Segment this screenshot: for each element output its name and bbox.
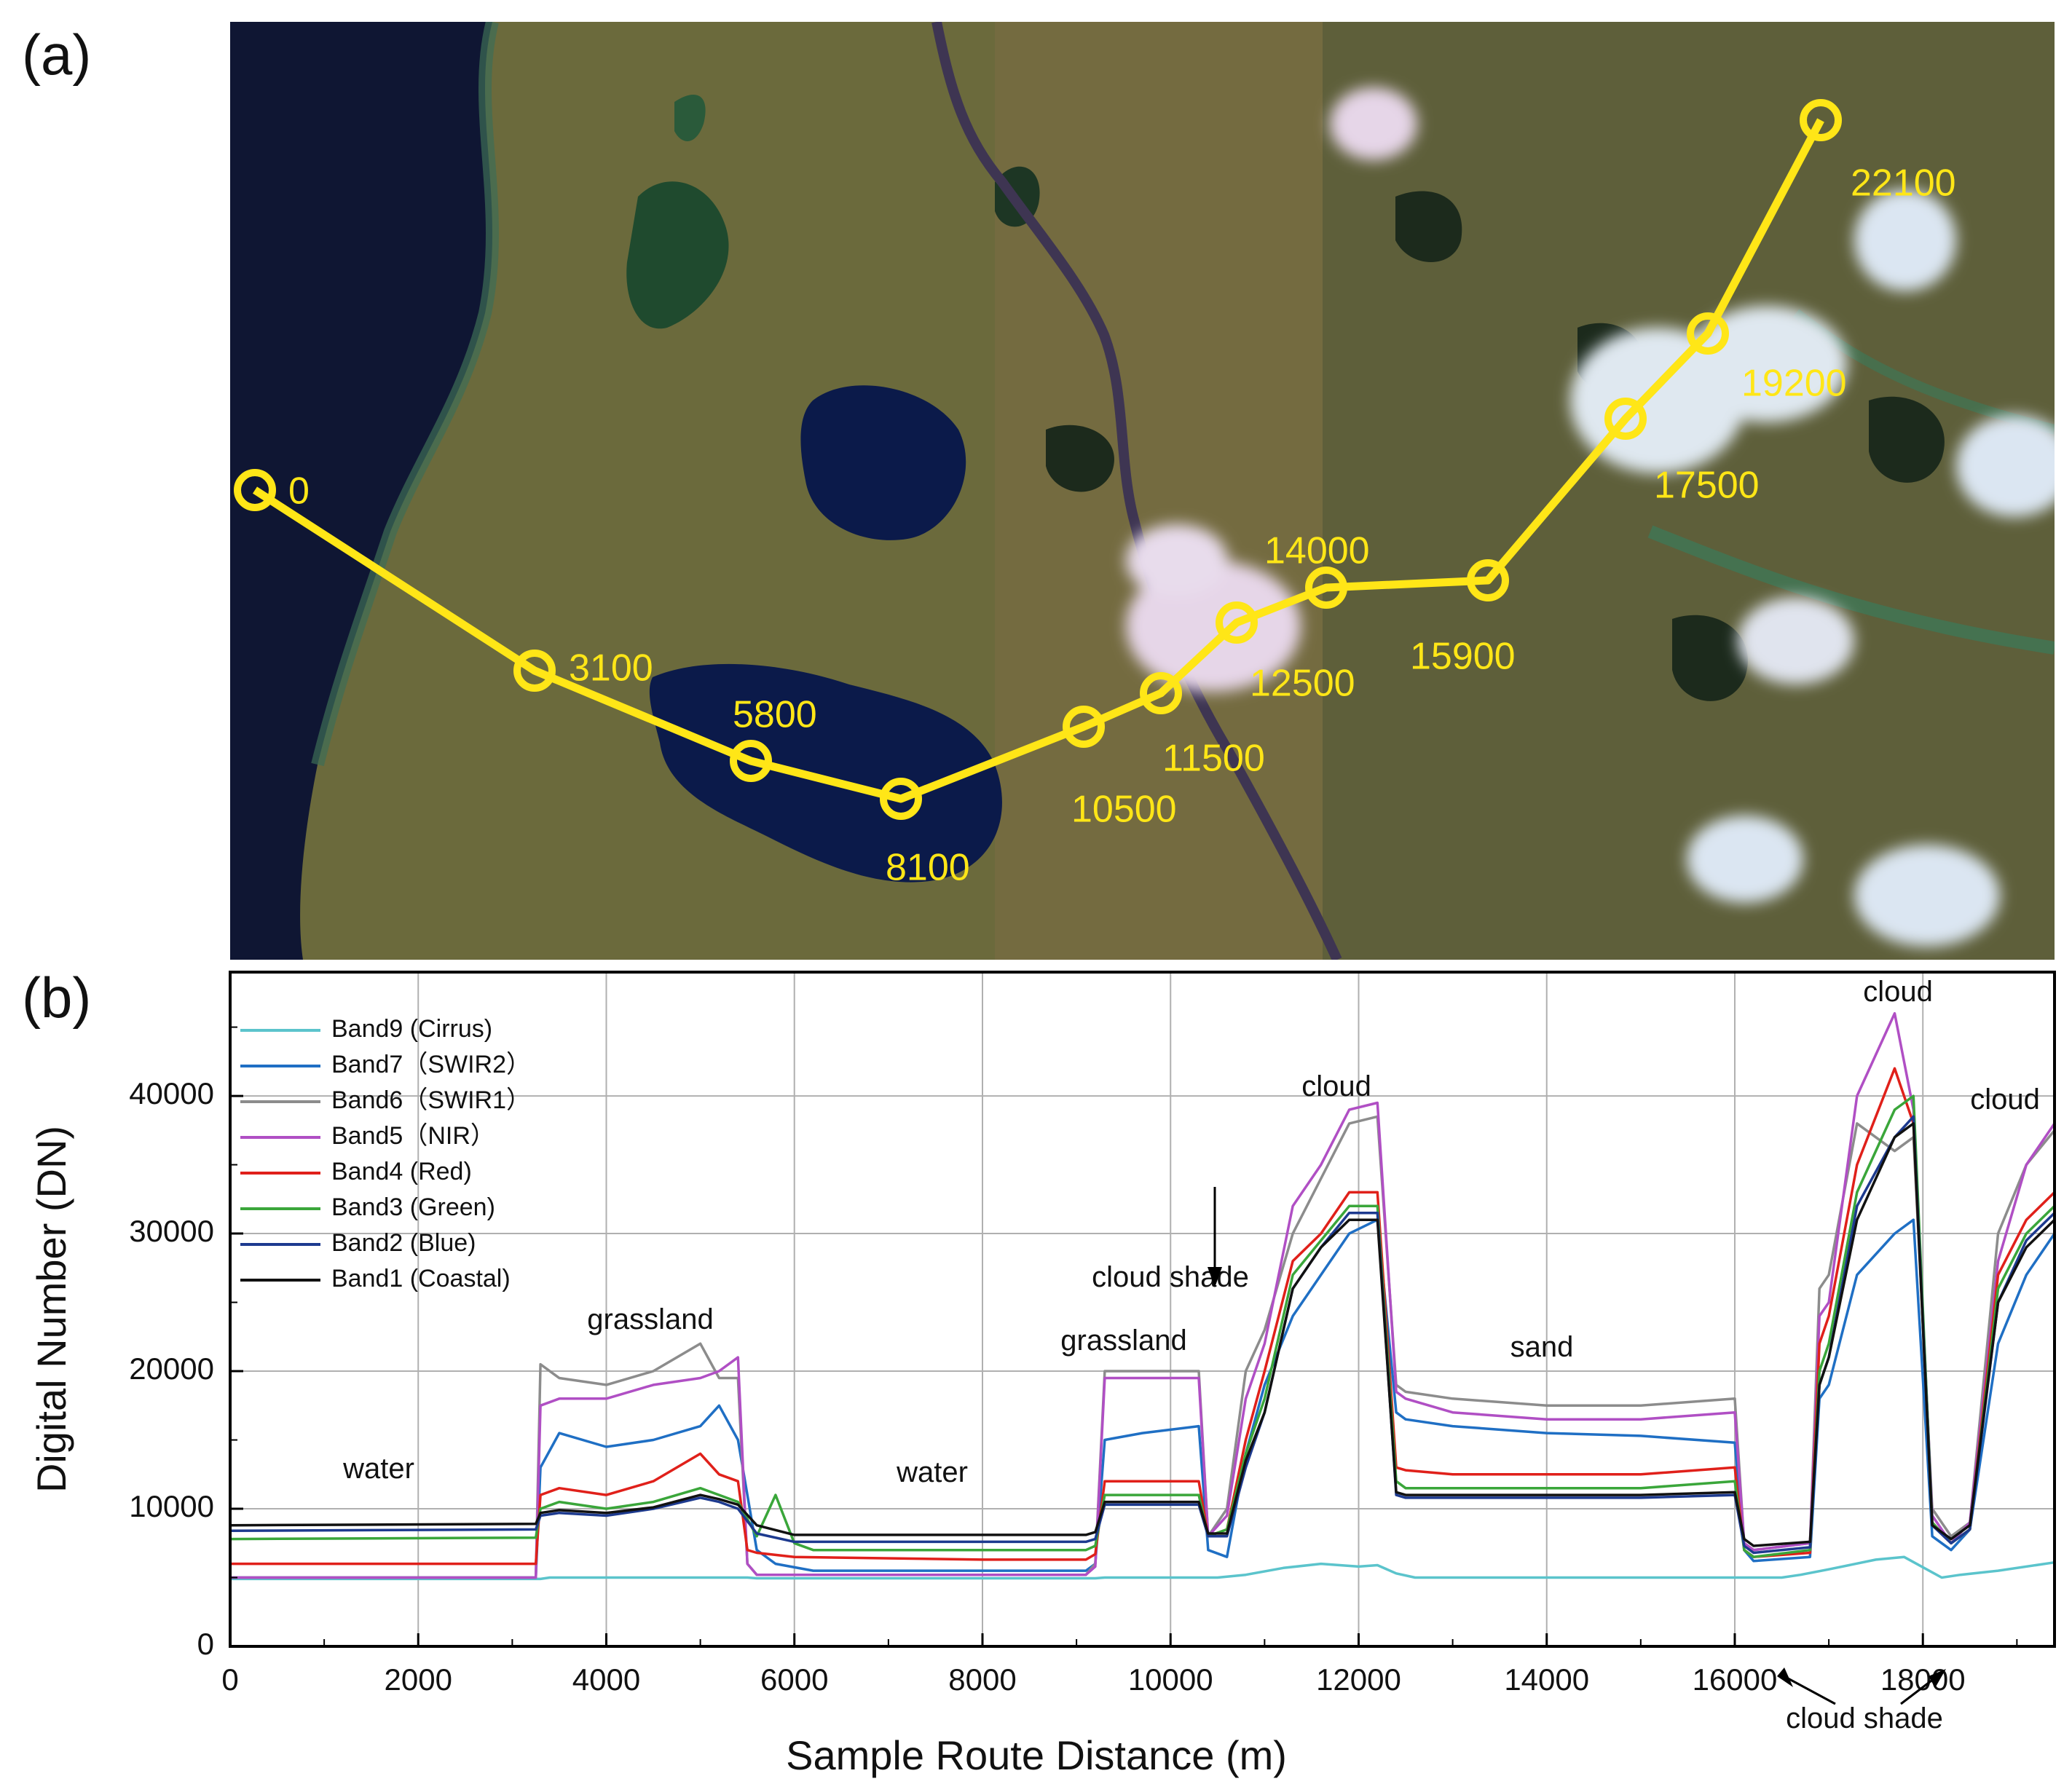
series-line: [230, 1115, 2056, 1579]
x-tick-label: 10000: [1128, 1662, 1213, 1697]
annotation-label: cloud: [1970, 1084, 2040, 1116]
chart-lines: [229, 1011, 2056, 1581]
arrowhead-cloud-shade-2: [1777, 1667, 1793, 1687]
y-tick-label: 0: [197, 1627, 214, 1661]
map-image: 0 3100 5800 8100 10500 11500 12500 14000 15900 17…: [230, 22, 2055, 960]
route-point-marker: [880, 778, 922, 820]
annotation-label: cloud shade: [1786, 1702, 1943, 1734]
annotations: water grassland water grassland cloud shade c…: [342, 976, 2040, 1734]
legend-label: Band9 (Cirrus): [331, 1015, 492, 1043]
line-chart: 0 2000 4000 6000 8000 10000 12000 14000 16000 180…: [28, 971, 2056, 1778]
x-tick-label: 8000: [948, 1662, 1016, 1697]
arrow-cloud-shade-2: [1787, 1677, 1836, 1705]
annotation-label: cloud: [1301, 1070, 1371, 1102]
plot-frame: [229, 971, 2056, 1648]
route-distance-label: 8100: [886, 847, 970, 889]
series-line: [230, 1555, 2055, 1581]
y-tick-label: 30000: [129, 1214, 214, 1248]
route-point-marker: [730, 740, 772, 782]
x-axis-label: Sample Route Distance (m): [786, 1732, 1287, 1778]
route-point-marker: [234, 469, 276, 511]
route-distance-label: 3100: [569, 647, 653, 690]
annotation-label: grassland: [1060, 1325, 1186, 1357]
route-distance-label: 14000: [1264, 530, 1370, 572]
route-point-marker: [1063, 706, 1105, 748]
series-line: [230, 1067, 2056, 1566]
x-tick-label: 14000: [1504, 1662, 1589, 1697]
satellite-map: 0 3100 5800 8100 10500 11500 12500 14000 15900 17…: [230, 22, 2055, 960]
lake-lower: [649, 663, 1002, 883]
annotation-label: water: [342, 1453, 414, 1485]
x-tick-label: 18000: [1880, 1662, 1966, 1697]
route-distance-label: 11500: [1162, 738, 1265, 780]
panel-a-label: (a): [22, 23, 92, 87]
route-distance-label: 19200: [1741, 363, 1847, 405]
axis-ticks: 0 2000 4000 6000 8000 10000 12000 14000 16000 180…: [129, 1026, 2018, 1697]
water-body: [230, 22, 492, 960]
panel-b-label: (b): [22, 966, 92, 1030]
y-tick-label: 20000: [129, 1351, 214, 1386]
river: [931, 22, 1342, 960]
series-line: [230, 1011, 2056, 1579]
y-tick-label: 40000: [129, 1076, 214, 1110]
route-distance-label: 17500: [1654, 465, 1760, 507]
route-distance-label: 0: [288, 470, 310, 513]
route-distance-label: 12500: [1250, 663, 1355, 705]
legend-label: Band1 (Coastal): [331, 1265, 511, 1292]
annotation-label: sand: [1510, 1331, 1574, 1363]
legend: Band9 (Cirrus) Band7（SWIR2） Band6（SWIR1） Ba…: [240, 1015, 531, 1292]
route-distance-label: 22100: [1851, 162, 1956, 205]
route-distance-label: 5800: [733, 694, 817, 736]
route-point-marker: [1467, 559, 1509, 601]
x-tick-label: 2000: [385, 1662, 452, 1697]
annotation-arrows: [1208, 1187, 1946, 1705]
legend-label: Band4 (Red): [331, 1158, 472, 1185]
route-point-marker: [1800, 99, 1842, 141]
lake-upper: [800, 385, 966, 540]
series-line: [230, 1218, 2056, 1579]
legend-label: Band6（SWIR1）: [331, 1086, 531, 1114]
route-point-marker: [1305, 567, 1347, 609]
x-tick-label: 4000: [572, 1662, 640, 1697]
annotation-label: cloud: [1863, 976, 1933, 1008]
chart-panel: 0 2000 4000 6000 8000 10000 12000 14000 16000 180…: [0, 968, 2072, 1788]
route-point-marker: [1687, 312, 1729, 355]
route-points: [234, 99, 1842, 820]
x-tick-label: 12000: [1316, 1662, 1401, 1697]
series-line: [229, 1122, 2056, 1547]
y-axis-label: Digital Number (DN): [28, 1126, 74, 1493]
route-distance-label: 10500: [1071, 789, 1177, 831]
route-labels: 0 3100 5800 8100 10500 11500 12500 14000 15900 17…: [288, 162, 1956, 889]
legend-label: Band3 (Green): [331, 1193, 495, 1221]
arrowhead-cloud-shade-3: [1929, 1669, 1946, 1688]
route-point-marker: [1140, 672, 1182, 714]
x-tick-label: 16000: [1693, 1662, 1778, 1697]
route-point-marker: [513, 650, 556, 692]
annotation-label: water: [896, 1456, 968, 1488]
route-distance-label: 15900: [1410, 636, 1516, 678]
y-tick-label: 10000: [129, 1489, 214, 1523]
annotation-label: grassland: [587, 1303, 713, 1335]
route-point-marker: [1604, 398, 1647, 440]
legend-label: Band7（SWIR2）: [331, 1051, 531, 1078]
annotation-label: cloud shade: [1092, 1261, 1249, 1293]
route-point-marker: [1216, 601, 1258, 644]
arrowhead-cloud-shade-1: [1208, 1267, 1222, 1287]
series-line: [229, 1094, 2056, 1558]
legend-label: Band2 (Blue): [331, 1229, 476, 1257]
x-tick-label: 6000: [760, 1662, 828, 1697]
x-tick-label: 0: [221, 1662, 238, 1697]
legend-label: Band5（NIR）: [331, 1122, 495, 1150]
